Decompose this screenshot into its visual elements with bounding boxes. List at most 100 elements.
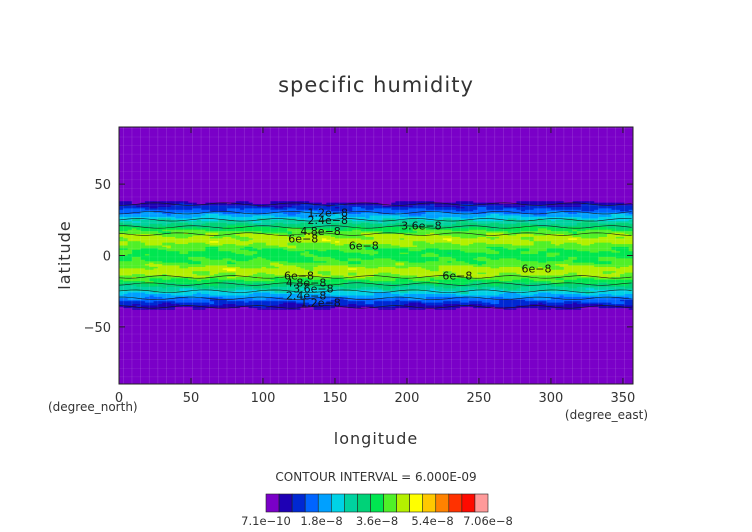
contour-cell	[568, 164, 574, 167]
contour-cell	[239, 164, 245, 167]
contour-cell	[352, 166, 358, 170]
contour-cell	[628, 158, 633, 161]
contour-cell	[244, 171, 250, 174]
contour-cell	[153, 149, 159, 152]
contour-cell	[581, 172, 587, 175]
contour-cell	[598, 136, 604, 140]
contour-cell	[503, 168, 509, 171]
contour-cell	[438, 174, 444, 177]
contour-cell	[525, 162, 530, 165]
contour-cell	[157, 131, 163, 134]
contour-cell	[442, 156, 448, 160]
contour-cell	[309, 165, 314, 168]
contour-cell	[421, 161, 427, 164]
contour-cell	[481, 139, 487, 142]
contour-cell	[568, 169, 574, 172]
contour-cell	[615, 165, 621, 168]
contour-cell	[296, 127, 302, 130]
contour-cell	[270, 171, 276, 174]
contour-cell	[214, 175, 219, 178]
contour-cell	[309, 166, 314, 170]
contour-cell	[343, 162, 349, 165]
contour-cell	[248, 145, 254, 148]
contour-cell	[624, 138, 630, 141]
contour-cell	[555, 172, 561, 175]
contour-cell	[265, 161, 271, 164]
contour-cell	[343, 164, 349, 167]
contour-cell	[365, 136, 371, 140]
contour-cell	[525, 151, 530, 154]
contour-cell	[429, 166, 435, 170]
contour-cell	[589, 146, 595, 150]
contour-cell	[533, 155, 539, 158]
contour-cell	[192, 154, 198, 157]
contour-cell	[598, 174, 604, 177]
contour-cell	[460, 164, 466, 167]
contour-cell	[434, 174, 440, 177]
contour-cell	[201, 132, 206, 135]
contour-cell	[127, 164, 133, 167]
contour-cell	[620, 169, 625, 172]
contour-cell	[451, 151, 457, 154]
contour-cell	[378, 172, 384, 175]
contour-cell	[244, 134, 250, 137]
contour-cell	[473, 144, 479, 147]
contour-cell	[188, 135, 194, 138]
contour-cell	[438, 131, 444, 134]
contour-cell	[473, 155, 479, 158]
contour-cell	[572, 149, 578, 152]
contour-cell	[512, 151, 517, 154]
contour-cell	[201, 176, 206, 179]
contour-cell	[352, 148, 358, 151]
contour-cell	[412, 136, 418, 140]
contour-cell	[162, 165, 168, 168]
contour-cell	[131, 172, 137, 175]
contour-cell	[391, 142, 397, 145]
contour-cell	[451, 166, 457, 170]
contour-cell	[192, 165, 198, 168]
contour-cell	[330, 155, 336, 158]
contour-cell	[516, 134, 522, 137]
contour-cell	[611, 161, 617, 164]
contour-cell	[226, 127, 232, 130]
contour-cell	[309, 132, 314, 135]
contour-cell	[490, 165, 496, 168]
contour-cell	[460, 169, 466, 172]
contour-cell	[356, 162, 362, 165]
contour-cell	[395, 134, 401, 137]
contour-cell	[330, 138, 336, 141]
contour-cell	[438, 171, 444, 174]
contour-cell	[235, 158, 241, 161]
contour-cell	[365, 144, 371, 147]
contour-cell	[192, 144, 198, 147]
contour-cell	[356, 135, 362, 138]
contour-cell	[317, 134, 323, 137]
contour-cell	[555, 169, 561, 172]
contour-cell	[391, 128, 397, 131]
contour-cell	[473, 145, 479, 148]
contour-cell	[442, 168, 448, 171]
contour-cell	[153, 138, 159, 141]
contour-cell	[140, 135, 146, 138]
contour-cell	[494, 154, 500, 157]
contour-cell	[529, 174, 535, 177]
contour-cell	[179, 144, 185, 147]
contour-cell	[434, 148, 440, 151]
contour-cell	[386, 165, 392, 168]
contour-cell	[412, 134, 418, 137]
contour-cell	[127, 172, 133, 175]
contour-cell	[615, 149, 621, 152]
contour-cell	[468, 172, 474, 175]
contour-cell	[214, 139, 219, 142]
contour-cell	[533, 145, 539, 148]
contour-cell	[520, 132, 526, 135]
contour-cell	[360, 172, 366, 175]
contour-cell	[214, 141, 219, 144]
contour-cell	[434, 166, 440, 170]
contour-cell	[123, 164, 129, 167]
contour-cell	[334, 128, 340, 131]
contour-cell	[123, 158, 129, 161]
contour-cell	[507, 169, 513, 172]
contour-cell	[218, 146, 224, 150]
contour-cell	[620, 136, 625, 140]
